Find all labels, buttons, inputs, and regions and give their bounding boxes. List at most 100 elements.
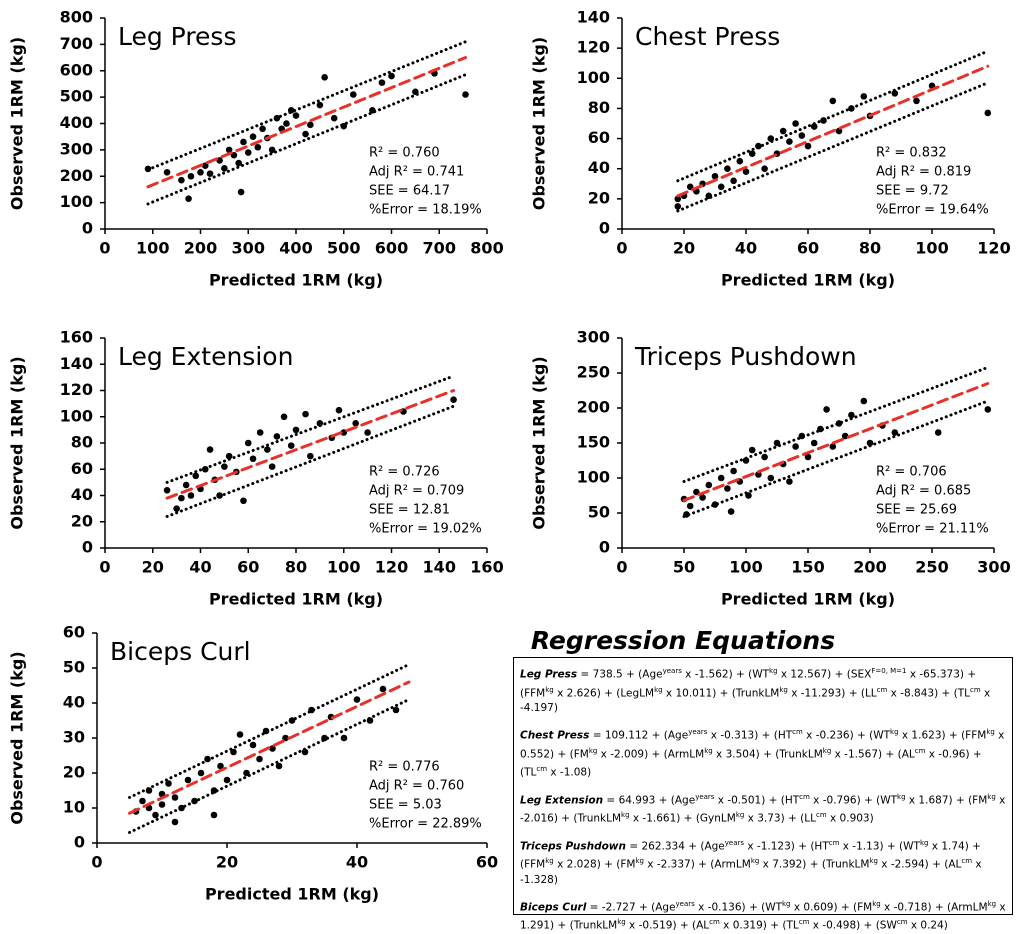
data-point xyxy=(217,762,224,770)
equation-text: = 109.112 + (Age xyxy=(589,729,689,742)
fit-statistic: R² = 0.726 xyxy=(369,465,440,480)
equation-name: Leg Extension xyxy=(520,794,604,806)
data-point xyxy=(798,132,806,139)
y-axis-label: Observed 1RM (kg) xyxy=(530,37,549,210)
data-point xyxy=(724,165,731,173)
data-point xyxy=(804,142,812,150)
equations-title: Regression Equations xyxy=(530,626,836,655)
data-point xyxy=(178,494,185,502)
equation-text: x 0.552) + (FM xyxy=(520,729,1005,761)
equation-name: Triceps Pushdown xyxy=(520,840,626,852)
data-point xyxy=(223,776,231,784)
y-tick-label: 80 xyxy=(71,433,93,452)
data-point xyxy=(259,125,266,133)
equation-unit: kg xyxy=(919,838,929,847)
data-point xyxy=(269,745,276,752)
data-point xyxy=(786,138,793,145)
fit-statistic: R² = 0.776 xyxy=(369,760,440,775)
x-axis-label: Predicted 1RM (kg) xyxy=(721,271,895,290)
data-point xyxy=(462,91,469,98)
fit-statistic: SEE = 64.17 xyxy=(369,184,450,199)
data-point xyxy=(152,811,159,819)
data-point xyxy=(934,429,942,436)
data-point xyxy=(240,497,247,505)
equation-text: = 262.334 + (Age xyxy=(625,840,725,852)
y-tick-label: 30 xyxy=(63,728,85,747)
x-tick-label: 100 xyxy=(136,239,169,258)
equation-unit: F=0, M=1 xyxy=(871,667,907,675)
data-point xyxy=(848,411,855,419)
chart-title: Leg Extension xyxy=(118,342,293,371)
y-tick-label: 500 xyxy=(60,87,93,106)
fit-statistic: Adj R² = 0.709 xyxy=(369,484,464,499)
data-point xyxy=(913,97,920,105)
x-tick-label: 250 xyxy=(915,558,948,577)
data-point xyxy=(182,481,190,489)
y-tick-label: 200 xyxy=(577,398,610,417)
equation-unit: kg xyxy=(986,728,995,736)
x-tick-label: 500 xyxy=(327,239,360,258)
data-point xyxy=(184,776,192,784)
equation: Leg Extension = 64.993 + (Ageyears x -0.… xyxy=(520,790,1006,827)
fit-statistic: %Error = 21.11% xyxy=(876,522,989,537)
x-tick-label: 80 xyxy=(859,239,881,258)
equation-unit: kg xyxy=(635,857,644,865)
y-tick-label: 50 xyxy=(63,658,85,677)
data-point xyxy=(392,706,400,714)
equation-unit: cm xyxy=(798,918,810,926)
y-tick-label: 0 xyxy=(74,833,85,852)
equation-text: x -1.123) + (HT xyxy=(744,840,829,852)
y-tick-label: 100 xyxy=(60,406,93,425)
x-tick-label: 0 xyxy=(91,853,102,872)
data-point xyxy=(221,165,228,172)
data-point xyxy=(206,446,214,453)
data-point xyxy=(730,467,737,475)
equation-unit: kg xyxy=(617,918,626,926)
page-body: 0 100 200 300 400 500 600 700 800 0 100 200 300 400 50… xyxy=(7,7,1013,932)
data-point xyxy=(163,486,171,494)
fit-statistic: SEE = 12.81 xyxy=(369,503,450,518)
equation-unit: kg xyxy=(897,792,906,801)
data-point xyxy=(197,769,205,777)
x-tick-label: 200 xyxy=(853,558,886,577)
y-tick-label: 40 xyxy=(71,485,93,504)
x-tick-label: 80 xyxy=(285,558,307,577)
fit-statistic: SEE = 9.72 xyxy=(876,184,949,199)
data-point xyxy=(171,794,179,801)
data-point xyxy=(139,797,146,805)
y-tick-label: 300 xyxy=(60,139,93,158)
data-point xyxy=(264,446,271,453)
data-point xyxy=(330,114,338,122)
equation-text: x 0.319) + (TL xyxy=(719,919,799,932)
data-point xyxy=(236,731,244,738)
data-point xyxy=(275,762,283,770)
data-point xyxy=(705,481,713,489)
equation-text: x 0.609) + (FM xyxy=(790,901,873,913)
data-point xyxy=(256,755,263,763)
x-tick-label: 20 xyxy=(673,239,695,258)
y-tick-label: 0 xyxy=(599,538,610,557)
y-tick-label: 400 xyxy=(60,113,93,132)
data-point xyxy=(823,406,830,413)
equation-text: x 1.74) + (FFM xyxy=(520,840,981,871)
data-point xyxy=(686,502,694,510)
y-tick-label: 250 xyxy=(577,363,610,382)
equation: Triceps Pushdown = 262.334 + (Ageyears x… xyxy=(520,836,1006,888)
equation-unit: cm xyxy=(914,746,926,755)
data-point xyxy=(730,177,737,185)
lower-bound-line xyxy=(676,81,990,213)
data-point xyxy=(388,72,395,80)
data-point xyxy=(163,168,171,176)
equation-text: x 0.24) xyxy=(907,919,948,932)
x-tick-label: 300 xyxy=(977,558,1010,577)
fit-statistic: SEE = 25.69 xyxy=(876,503,957,518)
fit-statistic: %Error = 18.19% xyxy=(369,203,482,218)
equation-unit: kg xyxy=(545,685,554,694)
equation-unit: cm xyxy=(815,811,827,819)
y-tick-label: 100 xyxy=(577,468,610,487)
data-point xyxy=(748,150,756,157)
equation-text: x -2.337) + (ArmLM xyxy=(643,858,751,871)
x-tick-label: 150 xyxy=(791,558,824,577)
equation-text: x -8.843) + (TL xyxy=(887,687,971,699)
equation-text: x 3.504) + (TrunkLM xyxy=(712,748,823,760)
